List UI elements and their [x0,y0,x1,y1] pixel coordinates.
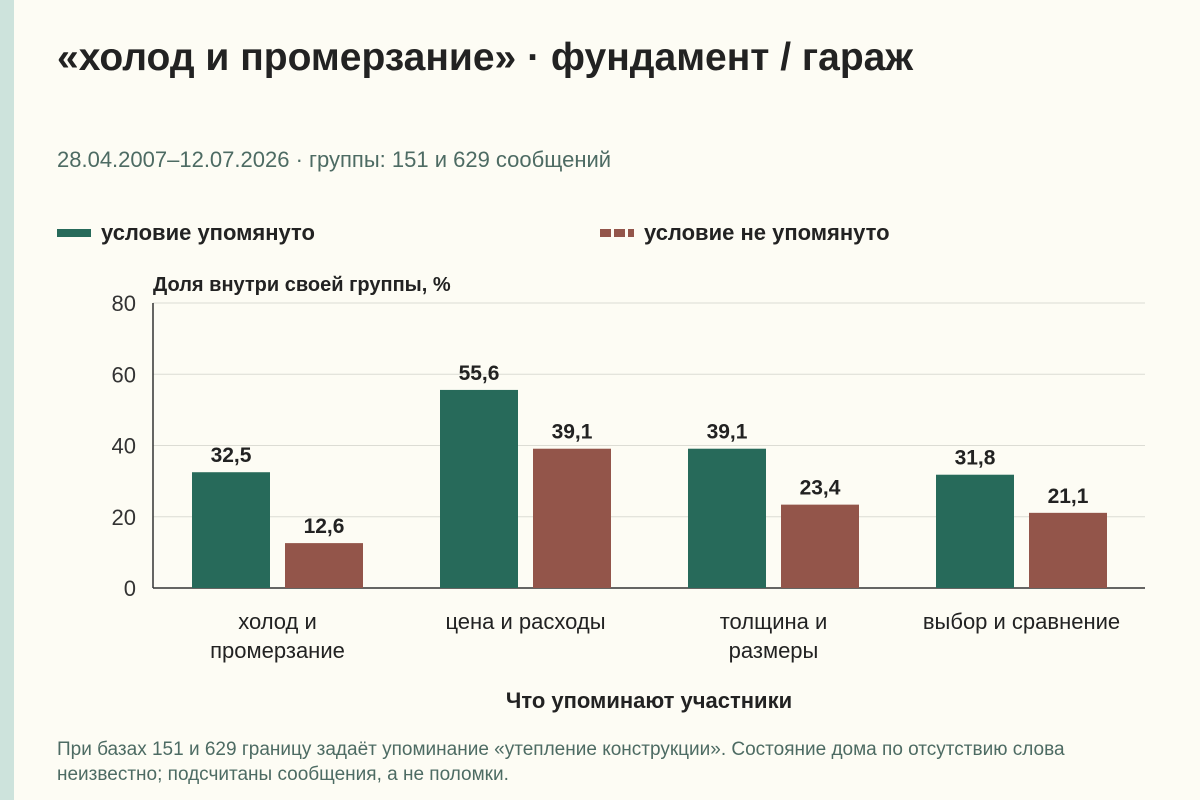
x-tick-label-2-0: толщина и [720,609,828,634]
y-tick-label-40: 40 [112,434,136,459]
bar-value-label-1-1: 39,1 [552,421,593,444]
x-tick-label-0-1: промерзание [210,638,345,663]
x-axis-title: Что упоминают участники [506,688,792,713]
legend-swatch-mentioned [57,229,91,237]
accent-strip [0,0,14,800]
legend-label-mentioned: условие упомянуто [101,220,315,245]
y-tick-label-20: 20 [112,505,136,530]
footnote: При базах 151 и 629 границу задаёт упоми… [57,739,1065,785]
bar-value-label-0-3: 31,8 [955,447,996,470]
y-tick-label-60: 60 [112,362,136,387]
bar-value-label-1-2: 23,4 [800,477,841,500]
chart-subtitle: 28.04.2007–12.07.2026 · группы: 151 и 62… [57,147,612,172]
x-tick-label-0-0: холод и [238,609,317,634]
bar-value-label-0-0: 32,5 [211,444,252,467]
bar-0-0 [192,472,270,588]
bar-value-label-0-1: 55,6 [459,362,500,385]
y-axis-title: Доля внутри своей группы, % [153,274,451,296]
legend-item-mentioned: условие упомянуто [57,220,315,246]
bar-1-2 [781,504,859,588]
bar-0-3 [936,474,1014,588]
bar-1-1 [533,448,611,588]
x-tick-label-2-1: размеры [729,638,819,663]
legend-label-not-mentioned: условие не упомянуто [644,220,890,245]
bar-1-0 [285,543,363,588]
x-tick-label-1-0: цена и расходы [445,609,605,634]
bar-value-label-1-3: 21,1 [1048,485,1089,508]
bar-value-label-1-0: 12,6 [304,515,345,538]
bar-value-label-0-2: 39,1 [707,421,748,444]
legend-swatch-not-mentioned [600,229,634,237]
bar-1-3 [1029,512,1107,588]
bar-0-1 [440,389,518,588]
y-tick-label-0: 0 [124,576,136,601]
bar-0-2 [688,448,766,588]
x-tick-label-3-0: выбор и сравнение [923,609,1120,634]
chart-title: «холод и промерзание» · фундамент / гара… [57,36,914,79]
legend-item-not-mentioned: условие не упомянуто [600,220,890,246]
y-tick-label-80: 80 [112,291,136,316]
